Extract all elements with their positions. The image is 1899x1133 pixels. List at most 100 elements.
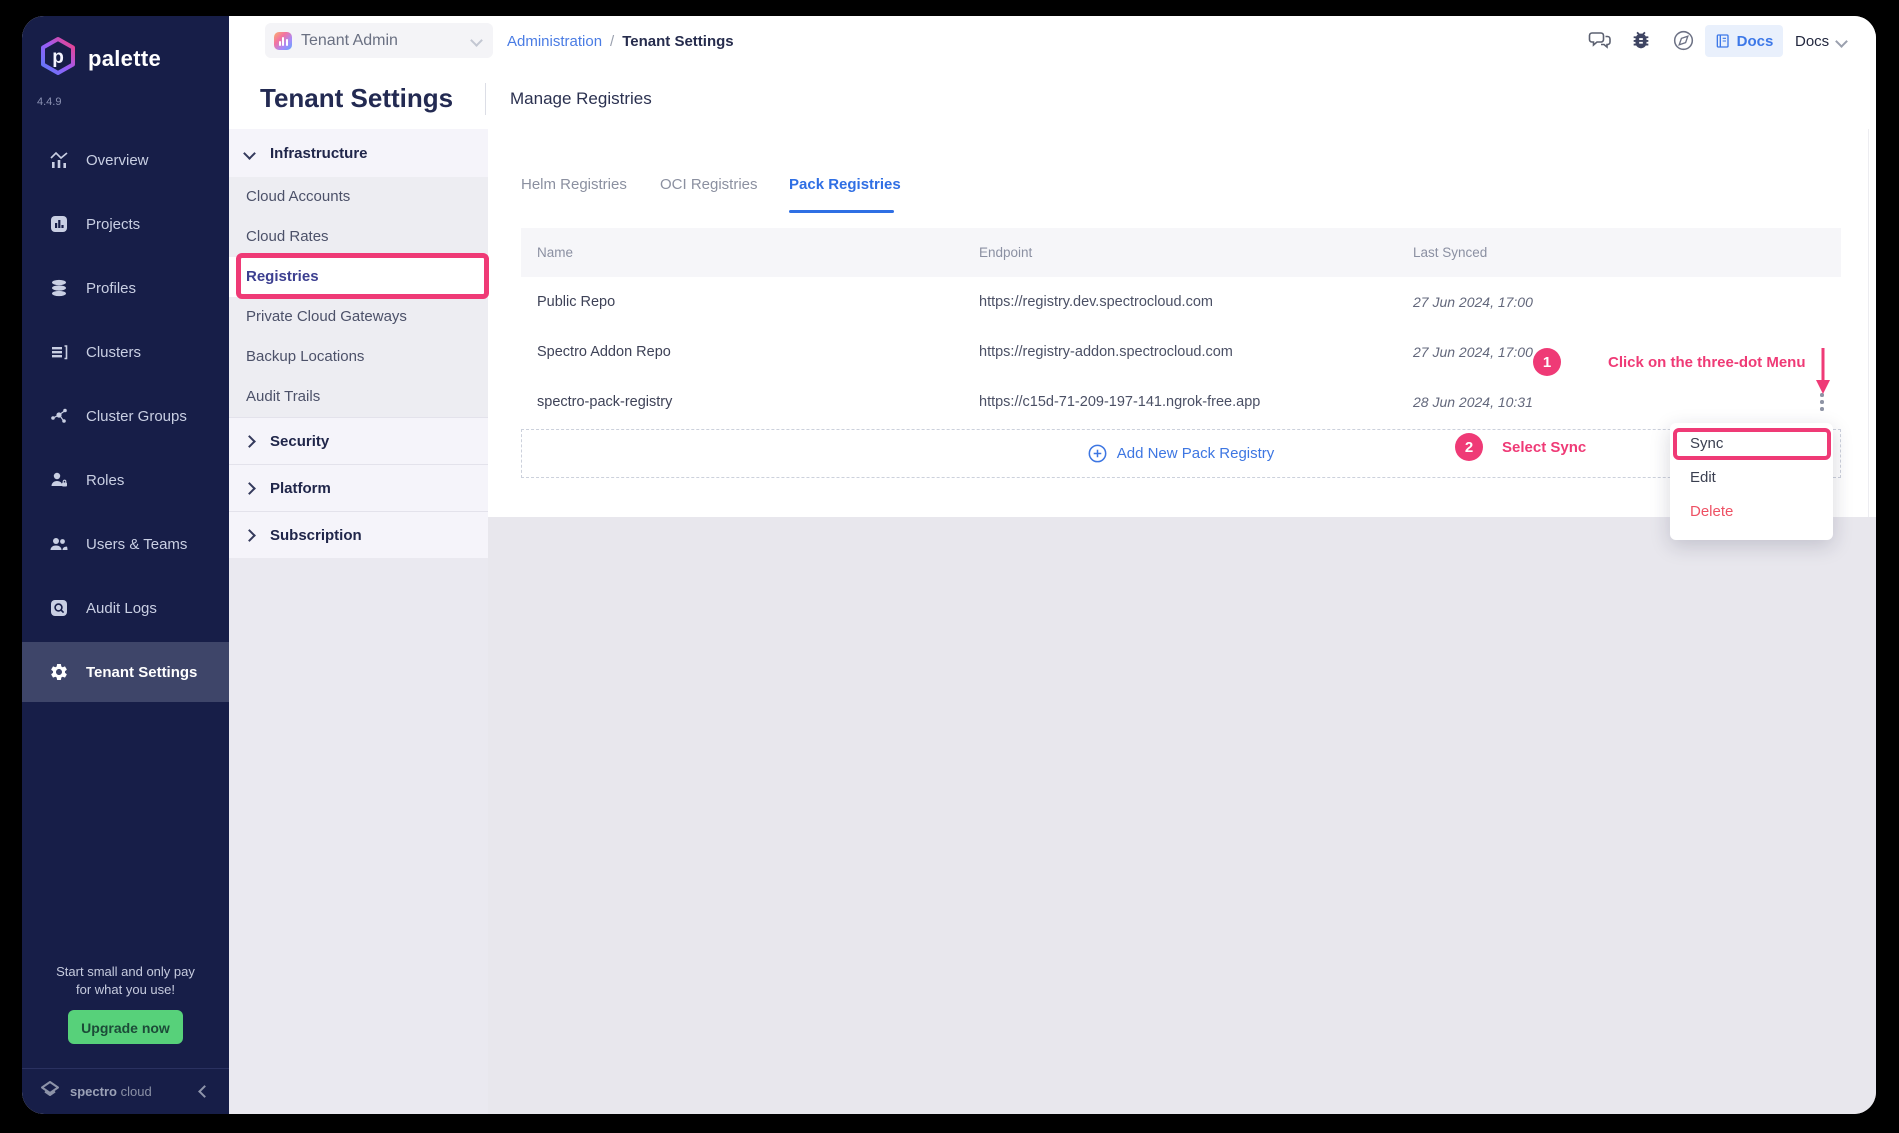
sidebar-item-label: Profiles — [86, 279, 137, 297]
nav-item-cloud-accounts[interactable]: Cloud Accounts — [246, 188, 351, 205]
section-security[interactable]: Security — [229, 417, 488, 464]
book-icon — [1716, 34, 1729, 48]
chevron-left-icon — [198, 1084, 211, 1098]
tab-pack-registries[interactable]: Pack Registries — [789, 176, 901, 193]
table-row[interactable]: spectro-pack-registry https://c15d-71-20… — [521, 377, 1841, 430]
section-subscription[interactable]: Subscription — [229, 511, 488, 558]
app-logo-text: palette — [88, 45, 162, 71]
sidebar-item-label: Users & Teams — [86, 535, 188, 553]
add-new-pack-registry-button[interactable]: Add New Pack Registry — [521, 429, 1841, 478]
chevron-down-icon — [1835, 34, 1849, 48]
chevron-right-icon — [243, 481, 256, 495]
column-header-name: Name — [537, 245, 574, 260]
content-area: Infrastructure Cloud Accounts Cloud Rate… — [229, 129, 1876, 1114]
registry-endpoint: https://registry-addon.spectrocloud.com — [979, 344, 1233, 360]
nav-item-cloud-rates[interactable]: Cloud Rates — [246, 228, 329, 245]
sidebar-item-overview[interactable]: Overview — [22, 136, 229, 184]
clusters-icon — [48, 341, 70, 363]
registries-highlight-box — [236, 253, 489, 299]
nav-item-backup-locations[interactable]: Backup Locations — [246, 348, 365, 365]
sidebar-item-cluster-groups[interactable]: Cluster Groups — [22, 392, 229, 440]
docs-dropdown[interactable]: Docs — [1795, 25, 1849, 57]
upgrade-text-line1: Start small and only pay — [56, 964, 195, 979]
step-1-label: Click on the three-dot Menu — [1608, 354, 1806, 371]
tab-helm-registries[interactable]: Helm Registries — [521, 176, 627, 193]
breadcrumb-administration[interactable]: Administration — [507, 32, 603, 50]
registries-panel: Helm Registries OCI Registries Pack Regi… — [488, 129, 1876, 517]
breadcrumb-separator: / — [610, 32, 615, 50]
section-platform[interactable]: Platform — [229, 464, 488, 511]
palette-logo-icon: p — [38, 36, 78, 81]
explore-button[interactable] — [1671, 28, 1695, 52]
row-actions-menu-button[interactable] — [1813, 391, 1831, 413]
upgrade-text-line2: for what you use! — [76, 982, 175, 997]
users-teams-icon — [48, 533, 70, 555]
roles-icon — [48, 469, 70, 491]
table-row[interactable]: Public Repo https://registry.dev.spectro… — [521, 277, 1841, 328]
cluster-groups-icon — [48, 405, 70, 427]
projects-icon — [48, 213, 70, 235]
audit-logs-icon — [48, 597, 70, 619]
menu-item-sync[interactable]: Sync — [1690, 435, 1724, 452]
add-button-label: Add New Pack Registry — [1116, 445, 1275, 462]
sidebar-item-users-teams[interactable]: Users & Teams — [22, 520, 229, 568]
docs-highlight-button[interactable]: Docs — [1705, 25, 1783, 57]
registry-last-synced: 27 Jun 2024, 17:00 — [1413, 344, 1533, 360]
registry-name: spectro-pack-registry — [537, 394, 673, 410]
table-header: Name Endpoint Last Synced — [521, 228, 1841, 277]
page-title: Tenant Settings — [260, 83, 454, 113]
title-divider — [485, 83, 486, 115]
sidebar: p palette 4.4.9 Overview Projects — [22, 16, 229, 1114]
sidebar-item-label: Tenant Settings — [86, 663, 198, 681]
sidebar-footer: spectro cloud — [22, 1068, 229, 1114]
section-infrastructure[interactable]: Infrastructure — [229, 129, 488, 177]
compass-icon — [1673, 30, 1693, 50]
spectro-cloud-logo-icon — [38, 1077, 62, 1106]
sidebar-item-label: Clusters — [86, 343, 142, 361]
docs-button-label: Docs — [1736, 32, 1774, 50]
spectro-cloud-wordmark: spectro cloud — [70, 1084, 152, 1099]
sidebar-item-clusters[interactable]: Clusters — [22, 328, 229, 376]
active-tab-underline — [789, 210, 894, 213]
three-dot-menu-icon — [1820, 400, 1824, 404]
collapse-sidebar-button[interactable] — [196, 1079, 213, 1105]
sidebar-item-audit-logs[interactable]: Audit Logs — [22, 584, 229, 632]
sidebar-item-label: Audit Logs — [86, 599, 157, 617]
chevron-down-icon — [470, 34, 483, 47]
bug-report-button[interactable] — [1629, 28, 1653, 52]
scrollbar-track[interactable] — [1868, 129, 1869, 517]
chat-icon — [1588, 32, 1611, 49]
chat-button[interactable] — [1588, 28, 1612, 52]
chevron-right-icon — [243, 528, 256, 542]
chevron-down-icon — [243, 146, 256, 160]
step-1-badge: 1 — [1533, 348, 1561, 376]
sidebar-item-label: Roles — [86, 471, 125, 489]
step-2-label: Select Sync — [1502, 439, 1587, 456]
chevron-right-icon — [243, 434, 256, 448]
menu-item-edit[interactable]: Edit — [1690, 469, 1716, 486]
nav-item-registries[interactable]: Registries — [229, 257, 488, 297]
sidebar-item-projects[interactable]: Projects — [22, 200, 229, 248]
breadcrumb-current: Tenant Settings — [622, 32, 734, 50]
overview-icon — [48, 149, 70, 171]
sidebar-item-profiles[interactable]: Profiles — [22, 264, 229, 312]
menu-item-delete[interactable]: Delete — [1690, 503, 1734, 520]
upgrade-banner: Start small and only pay for what you us… — [22, 963, 229, 1044]
nav-item-audit-trails[interactable]: Audit Trails — [246, 388, 321, 405]
app-version: 4.4.9 — [37, 96, 62, 108]
upgrade-now-button[interactable]: Upgrade now — [68, 1010, 183, 1044]
annotation-arrow-down — [1816, 348, 1830, 394]
registry-endpoint: https://c15d-71-209-197-141.ngrok-free.a… — [979, 394, 1261, 410]
column-header-last-synced: Last Synced — [1413, 245, 1488, 260]
workspace-icon — [274, 31, 292, 50]
sidebar-item-roles[interactable]: Roles — [22, 456, 229, 504]
sidebar-item-label: Projects — [86, 215, 141, 233]
step-2-badge: 2 — [1455, 433, 1483, 461]
profiles-icon — [48, 277, 70, 299]
workspace-selector[interactable]: Tenant Admin — [265, 23, 493, 58]
nav-item-private-cloud-gateways[interactable]: Private Cloud Gateways — [246, 308, 407, 325]
sidebar-item-tenant-settings[interactable]: Tenant Settings — [22, 642, 229, 702]
tab-oci-registries[interactable]: OCI Registries — [660, 176, 758, 193]
table-row[interactable]: Spectro Addon Repo https://registry-addo… — [521, 327, 1841, 378]
